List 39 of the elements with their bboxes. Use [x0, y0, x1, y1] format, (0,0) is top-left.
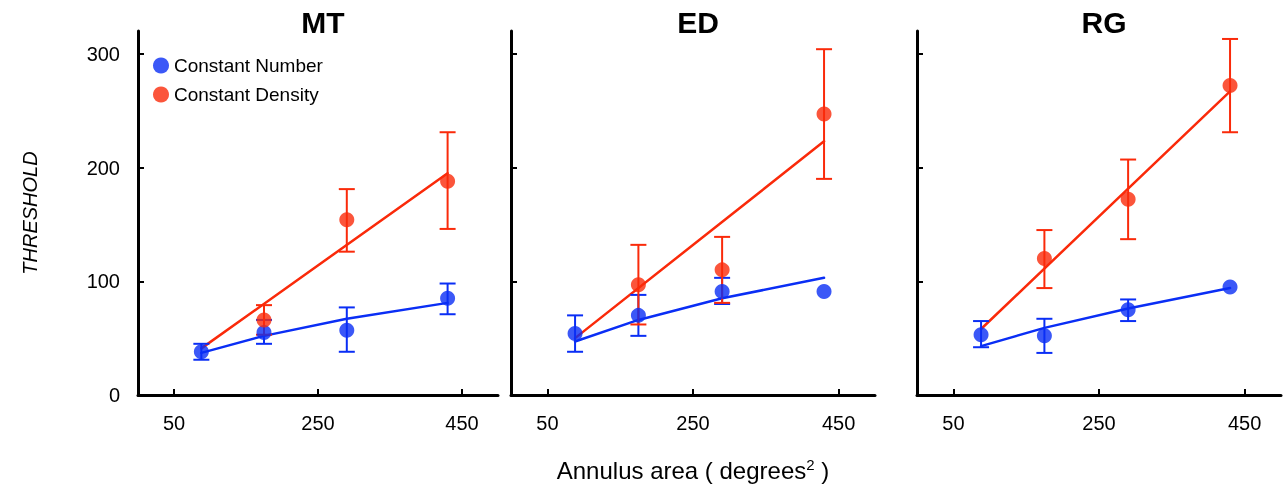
y-tick-label: 300 [86, 42, 120, 65]
x-tick-label: 450 [445, 412, 479, 434]
point [973, 327, 989, 343]
y-axis-title: THRESHOLD [19, 151, 41, 275]
x-tick-label: 450 [821, 412, 856, 434]
point [1222, 78, 1238, 94]
point [339, 322, 355, 338]
point [256, 312, 272, 328]
x-tick-label: 250 [1082, 412, 1116, 434]
point [1036, 251, 1052, 266]
legend-label: Constant Number [174, 55, 324, 76]
y-tick-label: 100 [86, 270, 120, 293]
point [816, 283, 832, 299]
chart-title: MT [301, 5, 345, 39]
chart-title: ED [677, 5, 719, 39]
point [630, 307, 646, 323]
point [1120, 302, 1136, 318]
x-tick-label: 50 [942, 412, 965, 434]
point [714, 283, 730, 299]
point [714, 262, 730, 278]
y-tick-label: 200 [86, 156, 120, 179]
point [1222, 279, 1238, 295]
legend-label: Constant Density [174, 84, 320, 105]
y-tick-label: 0 [108, 384, 120, 406]
point [1120, 191, 1136, 207]
point [1036, 328, 1052, 344]
point [816, 106, 832, 122]
point [630, 277, 646, 293]
chart-title: RG [1081, 5, 1127, 39]
x-tick-label: 50 [536, 412, 559, 434]
x-tick-label: 250 [301, 412, 335, 434]
point [567, 326, 583, 342]
point [440, 173, 456, 189]
point [440, 290, 456, 306]
x-tick-label: 250 [676, 412, 710, 434]
x-tick-label: 50 [162, 412, 186, 434]
point [256, 324, 272, 340]
x-tick-label: 450 [1227, 412, 1262, 434]
point [339, 212, 355, 228]
